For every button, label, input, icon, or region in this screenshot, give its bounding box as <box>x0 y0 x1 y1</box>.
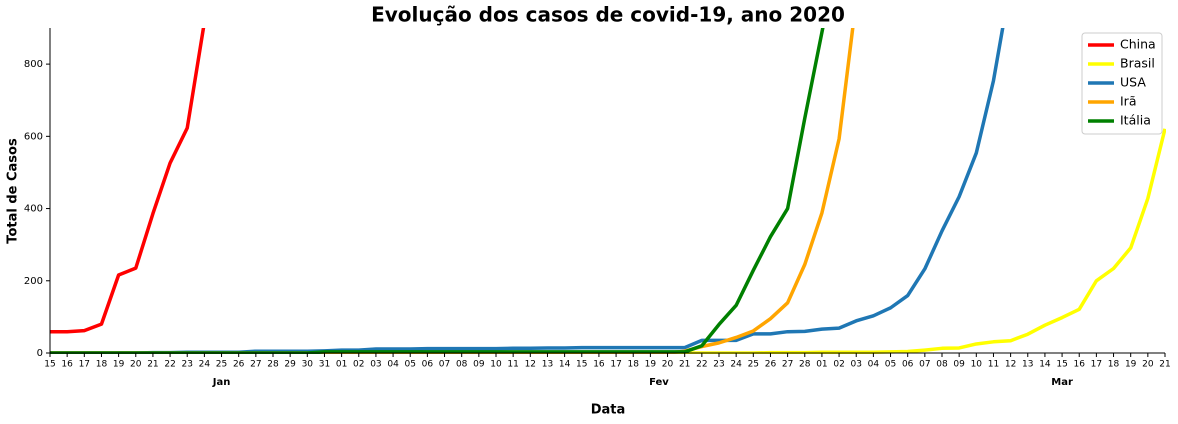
x-tick-label: 28 <box>267 360 279 370</box>
x-tick-label: 11 <box>988 360 999 370</box>
x-tick-label: 16 <box>61 360 73 370</box>
month-label: Fev <box>649 377 669 388</box>
x-tick-label: 17 <box>610 360 621 370</box>
legend-box <box>1081 32 1163 135</box>
y-tick-label: 800 <box>24 59 43 70</box>
x-tick-label: 27 <box>250 360 261 370</box>
x-tick-label: 20 <box>662 360 674 370</box>
x-tick-label: 09 <box>473 360 485 370</box>
x-axis-label: Data <box>591 403 626 418</box>
legend-label: USA <box>1120 75 1146 90</box>
x-tick-label: 08 <box>456 360 468 370</box>
x-tick-label: 26 <box>233 360 245 370</box>
x-tick-label: 10 <box>971 360 983 370</box>
x-tick-label: 23 <box>713 360 724 370</box>
x-tick-label: 16 <box>1074 360 1086 370</box>
x-tick-label: 25 <box>216 360 227 370</box>
x-tick-label: 13 <box>1022 360 1033 370</box>
x-tick-label: 29 <box>284 360 296 370</box>
x-tick-label: 18 <box>1108 360 1120 370</box>
x-tick-label: 11 <box>507 360 518 370</box>
x-tick-label: 19 <box>1125 360 1137 370</box>
x-tick-label: 15 <box>1056 360 1067 370</box>
x-tick-label: 28 <box>799 360 811 370</box>
legend-label: Irã <box>1120 94 1137 109</box>
x-tick-label: 16 <box>593 360 605 370</box>
series-line <box>50 28 1005 354</box>
x-tick-label: 17 <box>1091 360 1102 370</box>
x-tick-label: 31 <box>319 360 330 370</box>
x-tick-label: 21 <box>1159 360 1170 370</box>
x-tick-label: 24 <box>199 360 211 370</box>
x-tick-label: 07 <box>919 360 930 370</box>
x-tick-label: 01 <box>816 360 827 370</box>
x-tick-label: 05 <box>885 360 896 370</box>
series-line <box>50 28 206 334</box>
x-tick-label: 22 <box>164 360 175 370</box>
x-tick-label: 02 <box>353 360 364 370</box>
x-tick-label: 08 <box>936 360 948 370</box>
x-tick-label: 13 <box>542 360 553 370</box>
x-tick-label: 06 <box>422 360 434 370</box>
y-tick-label: 400 <box>24 204 43 215</box>
x-tick-label: 06 <box>902 360 914 370</box>
month-label: Mar <box>1051 377 1073 388</box>
x-tick-label: 12 <box>1005 360 1016 370</box>
x-tick-label: 18 <box>96 360 108 370</box>
x-tick-label: 27 <box>782 360 793 370</box>
month-label: Jan <box>212 377 231 388</box>
x-tick-label: 20 <box>1142 360 1154 370</box>
x-tick-label: 24 <box>730 360 742 370</box>
x-tick-label: 09 <box>953 360 965 370</box>
x-tick-label: 18 <box>628 360 640 370</box>
y-axis-label: Total de Casos <box>6 138 21 244</box>
series-line <box>50 128 1166 354</box>
x-tick-label: 21 <box>679 360 690 370</box>
x-tick-label: 04 <box>868 360 880 370</box>
x-tick-label: 15 <box>576 360 587 370</box>
x-tick-label: 02 <box>833 360 844 370</box>
x-tick-label: 01 <box>336 360 347 370</box>
x-tick-label: 19 <box>113 360 125 370</box>
x-tick-label: 10 <box>490 360 502 370</box>
x-tick-label: 15 <box>44 360 55 370</box>
x-tick-label: 22 <box>696 360 707 370</box>
y-tick-label: 600 <box>24 131 43 142</box>
legend-label: Itália <box>1120 113 1151 128</box>
x-tick-label: 12 <box>525 360 536 370</box>
x-tick-label: 17 <box>79 360 90 370</box>
x-tick-label: 04 <box>387 360 399 370</box>
x-tick-label: 20 <box>130 360 142 370</box>
x-tick-label: 03 <box>370 360 381 370</box>
plot-area <box>50 28 1166 354</box>
x-tick-label: 21 <box>147 360 158 370</box>
chart-title: Evolução dos casos de covid-19, ano 2020 <box>371 3 845 27</box>
x-tick-label: 25 <box>748 360 759 370</box>
x-tick-label: 26 <box>765 360 777 370</box>
legend-label: China <box>1120 37 1156 52</box>
y-tick-label: 0 <box>37 348 43 359</box>
x-tick-label: 05 <box>405 360 416 370</box>
x-tick-label: 19 <box>645 360 657 370</box>
x-tick-label: 30 <box>302 360 314 370</box>
x-tick-label: 03 <box>851 360 862 370</box>
legend-label: Brasil <box>1120 56 1155 71</box>
x-tick-label: 14 <box>559 360 571 370</box>
x-tick-label: 07 <box>439 360 450 370</box>
y-tick-label: 200 <box>24 276 43 287</box>
x-tick-label: 23 <box>182 360 193 370</box>
x-tick-label: 14 <box>1039 360 1051 370</box>
